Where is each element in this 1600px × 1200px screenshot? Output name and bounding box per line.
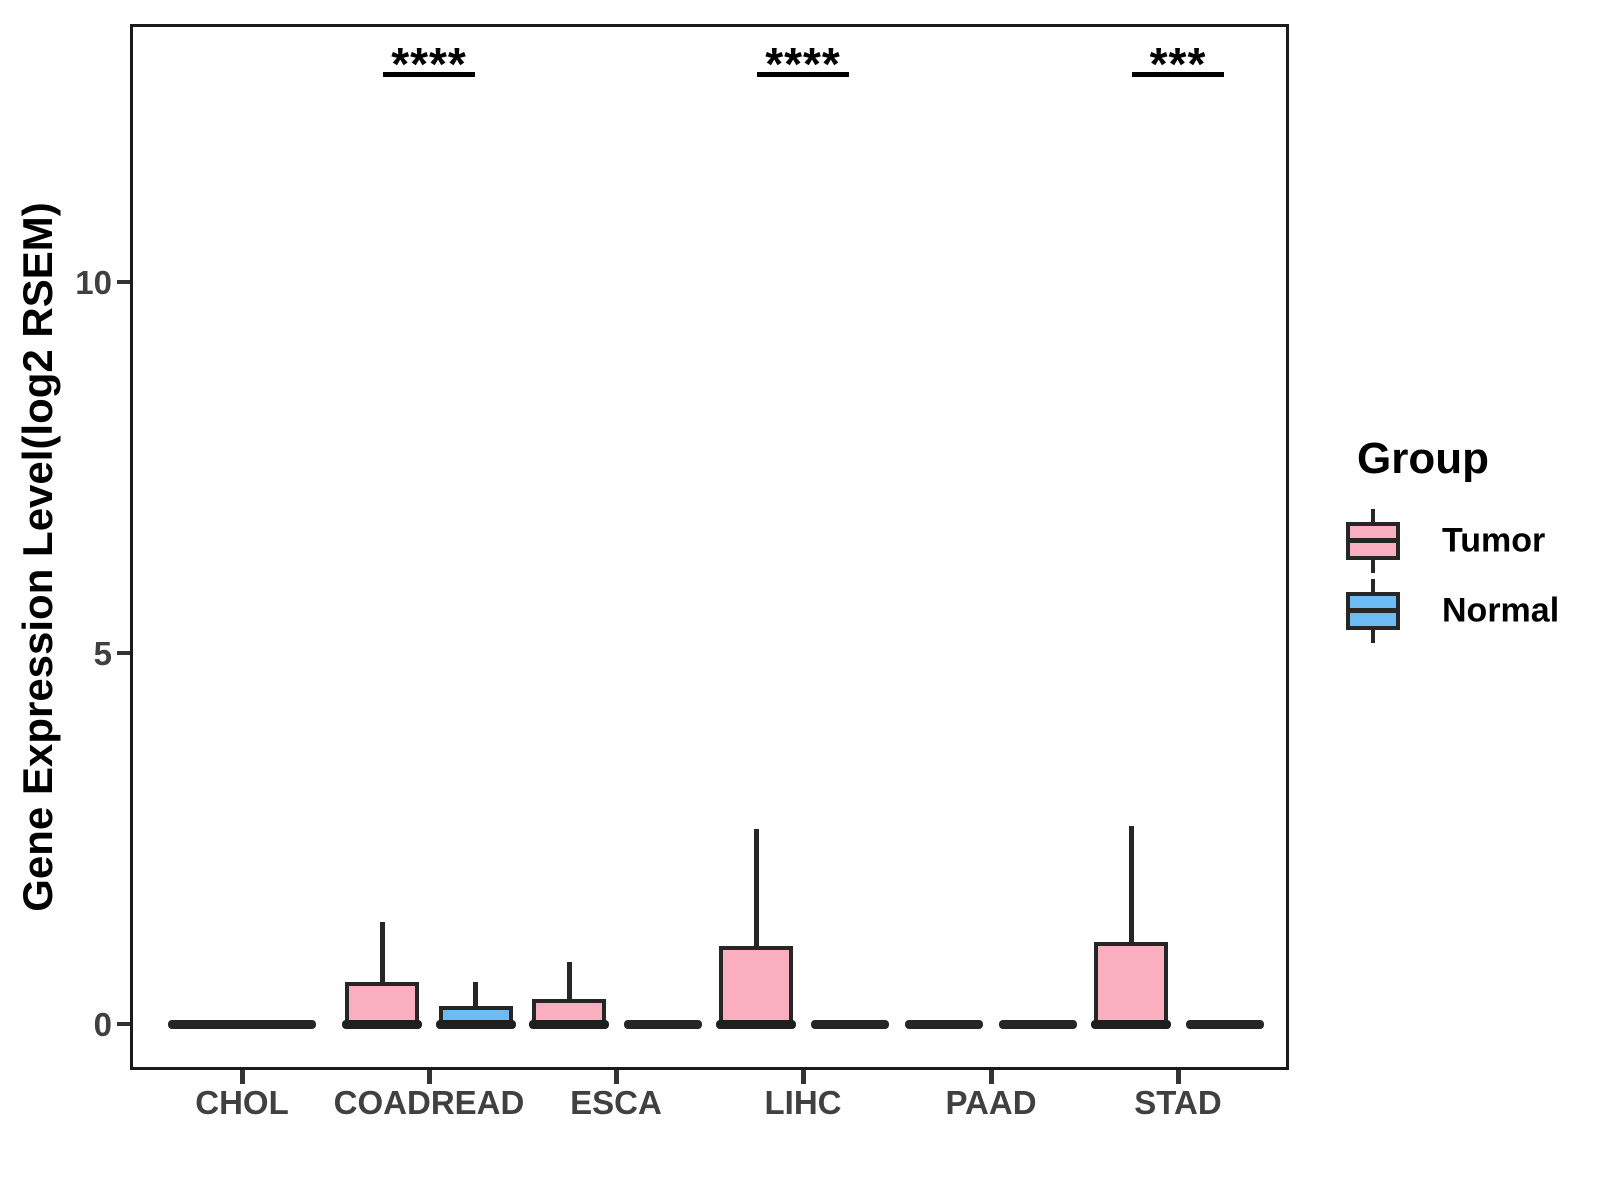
x-axis-category-label: LIHC [764,1084,842,1121]
x-axis-category-label: STAD [1134,1084,1222,1121]
x-axis-category-label: COADREAD [333,1084,525,1121]
tumor-box-stad [1094,942,1169,1028]
significance-stars: **** [765,38,841,90]
y-axis-tick-label: 0 [93,1006,112,1043]
x-axis-tick-mark [613,1070,619,1084]
x-axis-tick-mark [239,1070,245,1084]
normal-boxplot-key-icon [1330,579,1416,643]
tumor-boxplot-key-icon [1330,509,1416,573]
legend-item-tumor: Tumor [1330,509,1545,573]
tumor-box-lihc [719,946,794,1028]
x-axis-category-label: ESCA [570,1084,662,1121]
normal-box-coadread-median [435,1019,516,1029]
key-median-line [1346,608,1400,613]
significance-underline [383,72,475,77]
boxplot-flat-chol [168,1019,316,1029]
legend-title: Group [1357,434,1489,483]
normal-box-stad-flat [1185,1019,1264,1029]
significance-stars: **** [391,38,467,90]
tumor-box-stad-median [1091,1019,1172,1029]
key-median-line [1346,538,1400,543]
plot-panel [130,24,1289,1070]
y-axis-tick-mark [117,280,130,284]
legend-label-normal: Normal [1442,591,1560,630]
significance-underline [1132,72,1224,77]
normal-box-esca-flat [623,1019,702,1029]
tumor-box-coadread-median [342,1019,423,1029]
x-axis-tick-mark [426,1070,432,1084]
x-axis-tick-mark [800,1070,806,1084]
tumor-box-lihc-median [716,1019,797,1029]
normal-box-lihc-flat [810,1019,889,1029]
x-axis-tick-mark [988,1070,994,1084]
legend-label-tumor: Tumor [1442,521,1546,560]
significance-underline [757,72,849,77]
x-axis-tick-mark [1175,1070,1181,1084]
tumor-box-esca-whisker [566,962,572,999]
normal-box-paad-flat [998,1019,1077,1029]
tumor-box-coadread-whisker [379,922,385,982]
y-axis-title: Gene Expression Level(log2 RSEM) [14,202,61,912]
significance-stars: *** [1149,38,1207,90]
legend-item-normal: Normal [1330,579,1559,643]
tumor-box-esca-median [529,1019,610,1029]
normal-box-coadread-whisker [473,981,479,1007]
tumor-box-stad-whisker [1128,825,1134,943]
tumor-box-lihc-whisker [753,828,759,947]
y-axis-tick-mark [117,1022,130,1026]
tumor-box-paad-flat [905,1019,984,1029]
x-axis-category-label: CHOL [195,1084,289,1121]
y-axis-tick-mark [117,651,130,655]
x-axis-category-label: PAAD [945,1084,1037,1121]
y-axis-tick-label: 5 [93,635,112,672]
y-axis-tick-label: 10 [75,264,112,301]
